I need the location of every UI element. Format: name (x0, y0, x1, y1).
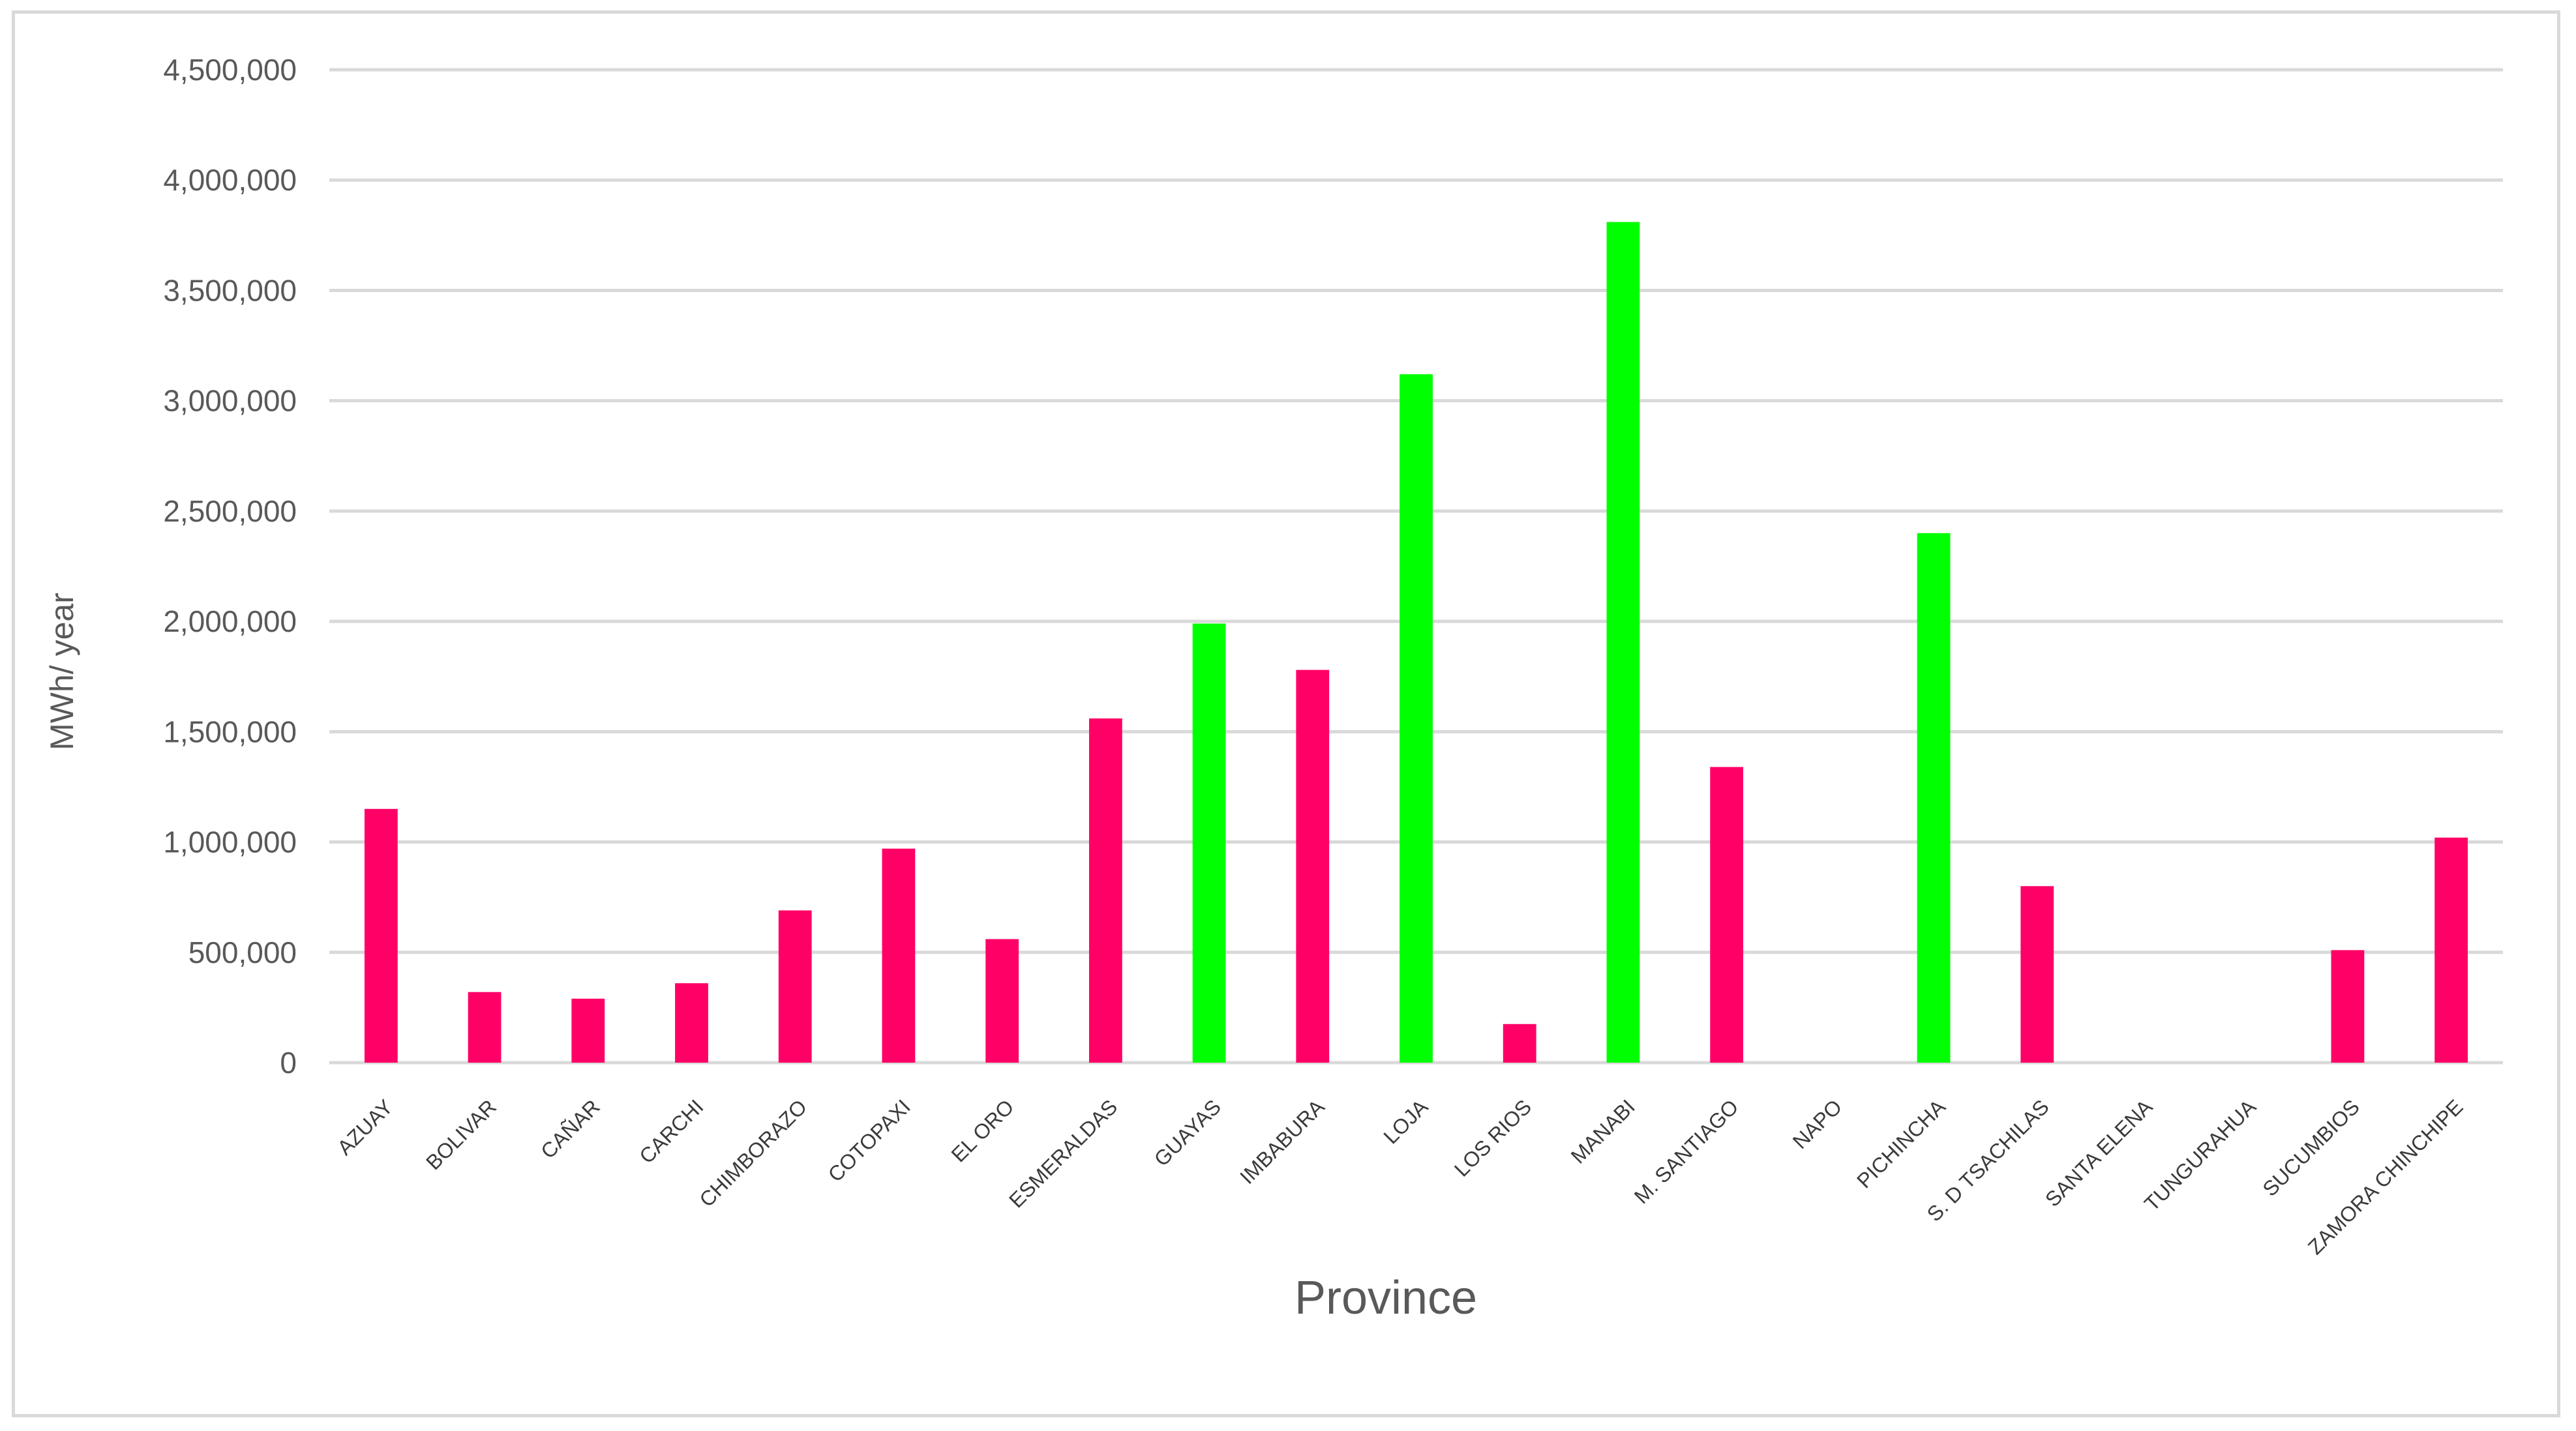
y-tick-label: 500,000 (188, 936, 297, 969)
x-tick-label: LOJA (1379, 1095, 1433, 1149)
bar-el-oro (985, 939, 1019, 1063)
bar-los-rios (1503, 1024, 1536, 1063)
bar-bolivar (468, 992, 502, 1063)
y-tick-label: 2,000,000 (163, 604, 297, 638)
chart-frame (12, 10, 2560, 1417)
x-tick-label: BOLIVAR (421, 1095, 501, 1174)
x-tick-label: GUAYAS (1150, 1095, 1225, 1170)
bar-sucumbios (2331, 950, 2365, 1063)
x-tick-label: CAÑAR (536, 1095, 605, 1163)
x-tick-label: CHIMBORAZO (695, 1095, 811, 1211)
x-tick-label: CARCHI (635, 1095, 708, 1168)
x-tick-label: TUNGURAHUA (2140, 1095, 2261, 1216)
y-tick-label: 2,500,000 (163, 494, 297, 528)
bar-carchi (675, 983, 708, 1063)
y-tick-label: 3,500,000 (163, 273, 297, 307)
x-tick-label: SUCUMBIOS (2258, 1095, 2363, 1200)
bar-chimborazo (778, 910, 812, 1063)
x-axis-title: Province (1295, 1272, 1477, 1324)
x-tick-label: NAPO (1788, 1095, 1847, 1153)
bar-manabi (1606, 222, 1640, 1063)
y-tick-label: 1,500,000 (163, 715, 297, 748)
x-tick-label: COTOPAXI (824, 1095, 915, 1186)
x-tick-label: MANABI (1566, 1095, 1640, 1168)
y-tick-label: 4,000,000 (163, 163, 297, 197)
y-tick-label: 0 (280, 1046, 297, 1080)
bar-s-d-tsachilas (2020, 886, 2054, 1063)
bar-loja (1400, 374, 1433, 1063)
y-axis-ticks: 0 500,000 1,000,000 1,500,000 2,000,000 2,500… (163, 53, 297, 1080)
bars (364, 222, 2468, 1063)
bar-m-santiago (1710, 767, 1744, 1063)
bar-guayas (1192, 623, 1226, 1063)
x-tick-label: PICHINCHA (1852, 1095, 1950, 1192)
x-tick-label: IMBABURA (1235, 1095, 1329, 1188)
bar-imbabura (1296, 670, 1330, 1063)
y-tick-label: 1,000,000 (163, 825, 297, 859)
y-tick-label: 3,000,000 (163, 384, 297, 418)
x-tick-label: LOS RIOS (1450, 1095, 1536, 1181)
x-tick-label: M. SANTIAGO (1630, 1095, 1743, 1208)
bar-zamora-chinchipe (2434, 837, 2468, 1063)
x-tick-label: SANTA ELENA (2041, 1095, 2157, 1211)
x-tick-label: EL ORO (946, 1095, 1018, 1166)
bar-esmeraldas (1088, 718, 1122, 1063)
y-axis-title: MWh/ year (44, 593, 80, 750)
x-tick-label: AZUAY (333, 1095, 397, 1159)
bar-pichincha (1917, 533, 1951, 1063)
bar-azuay (364, 808, 398, 1063)
x-tick-label: ESMERALDAS (1004, 1095, 1122, 1212)
bar-cañar (571, 998, 605, 1063)
bar-cotopaxi (882, 848, 916, 1063)
y-tick-label: 4,500,000 (163, 53, 297, 87)
